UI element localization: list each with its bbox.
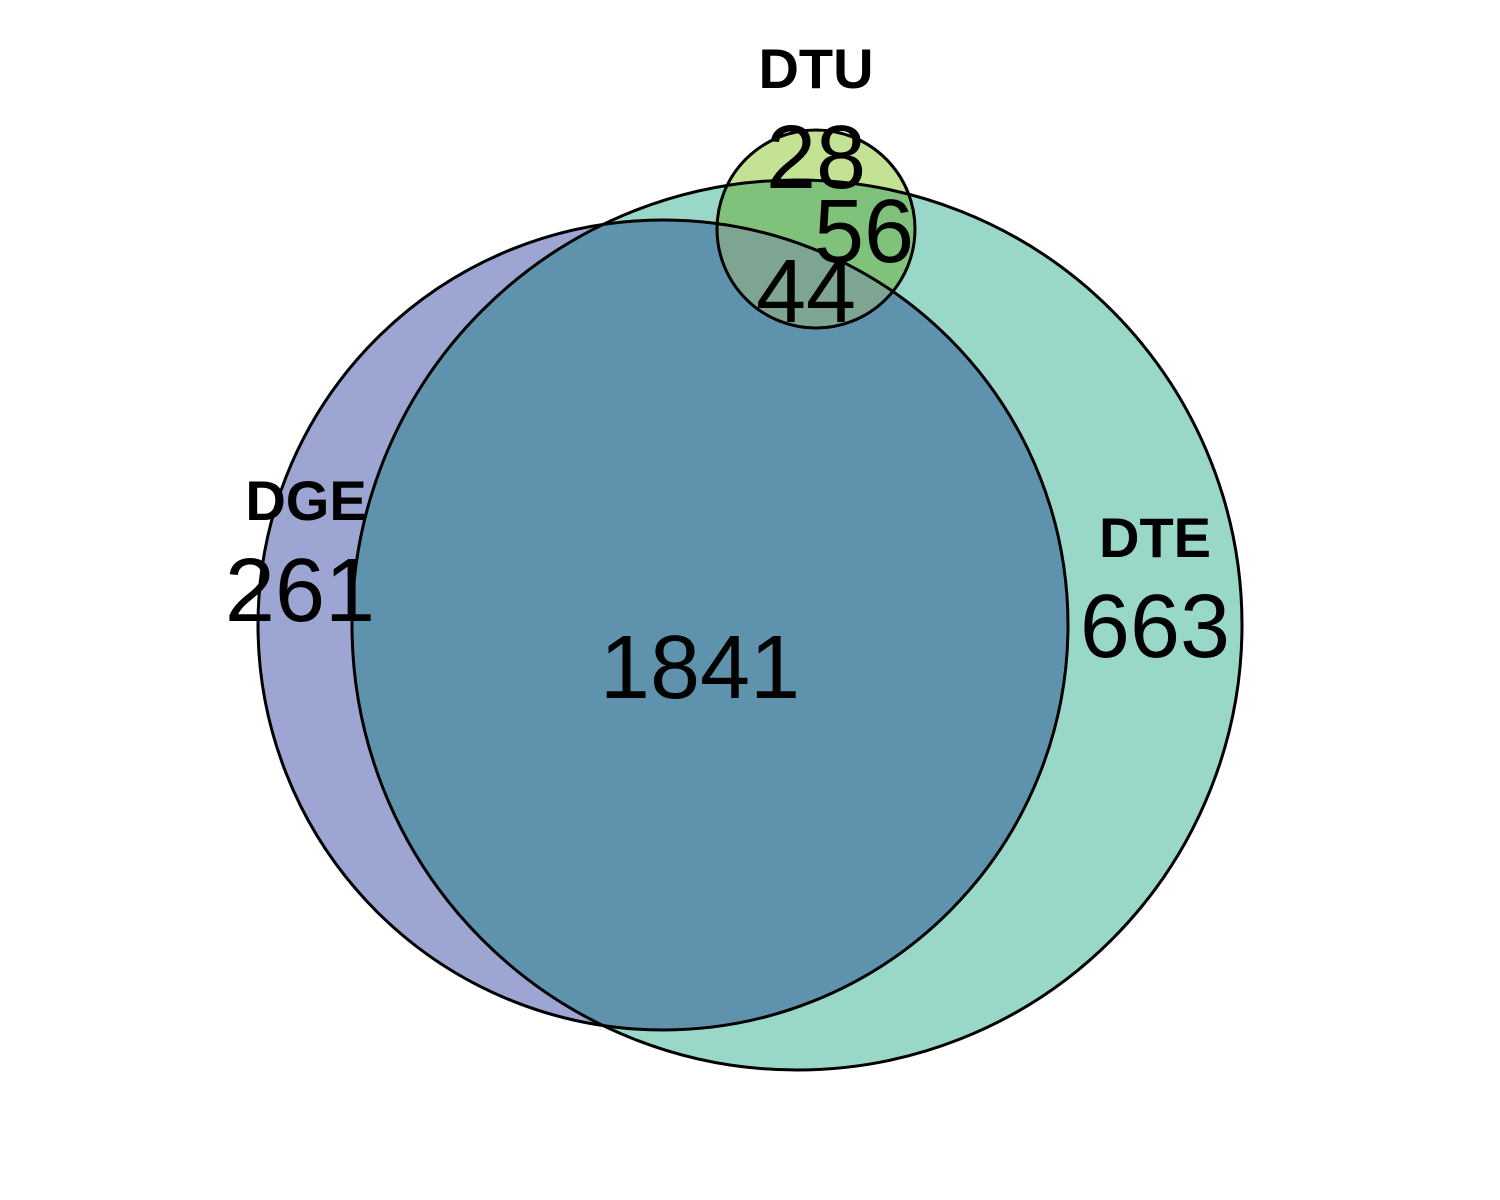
dte-set-label: DTE <box>1099 506 1211 569</box>
dge-only-count: 261 <box>225 541 375 641</box>
dte-dtu-count: 56 <box>814 182 914 282</box>
all-three-count: 44 <box>756 242 856 342</box>
dte-only-count: 663 <box>1080 577 1230 677</box>
dtu-outline <box>715 128 917 330</box>
dtu-set-label: DTU <box>758 37 873 100</box>
dge-dte-count: 1841 <box>600 618 800 718</box>
dge-set-label: DGE <box>245 469 366 532</box>
dte-outline <box>350 178 1244 1072</box>
dtu-only-count: 28 <box>766 108 866 208</box>
dge-outline <box>256 218 1070 1032</box>
dge-dte-overlap <box>352 220 1068 1030</box>
